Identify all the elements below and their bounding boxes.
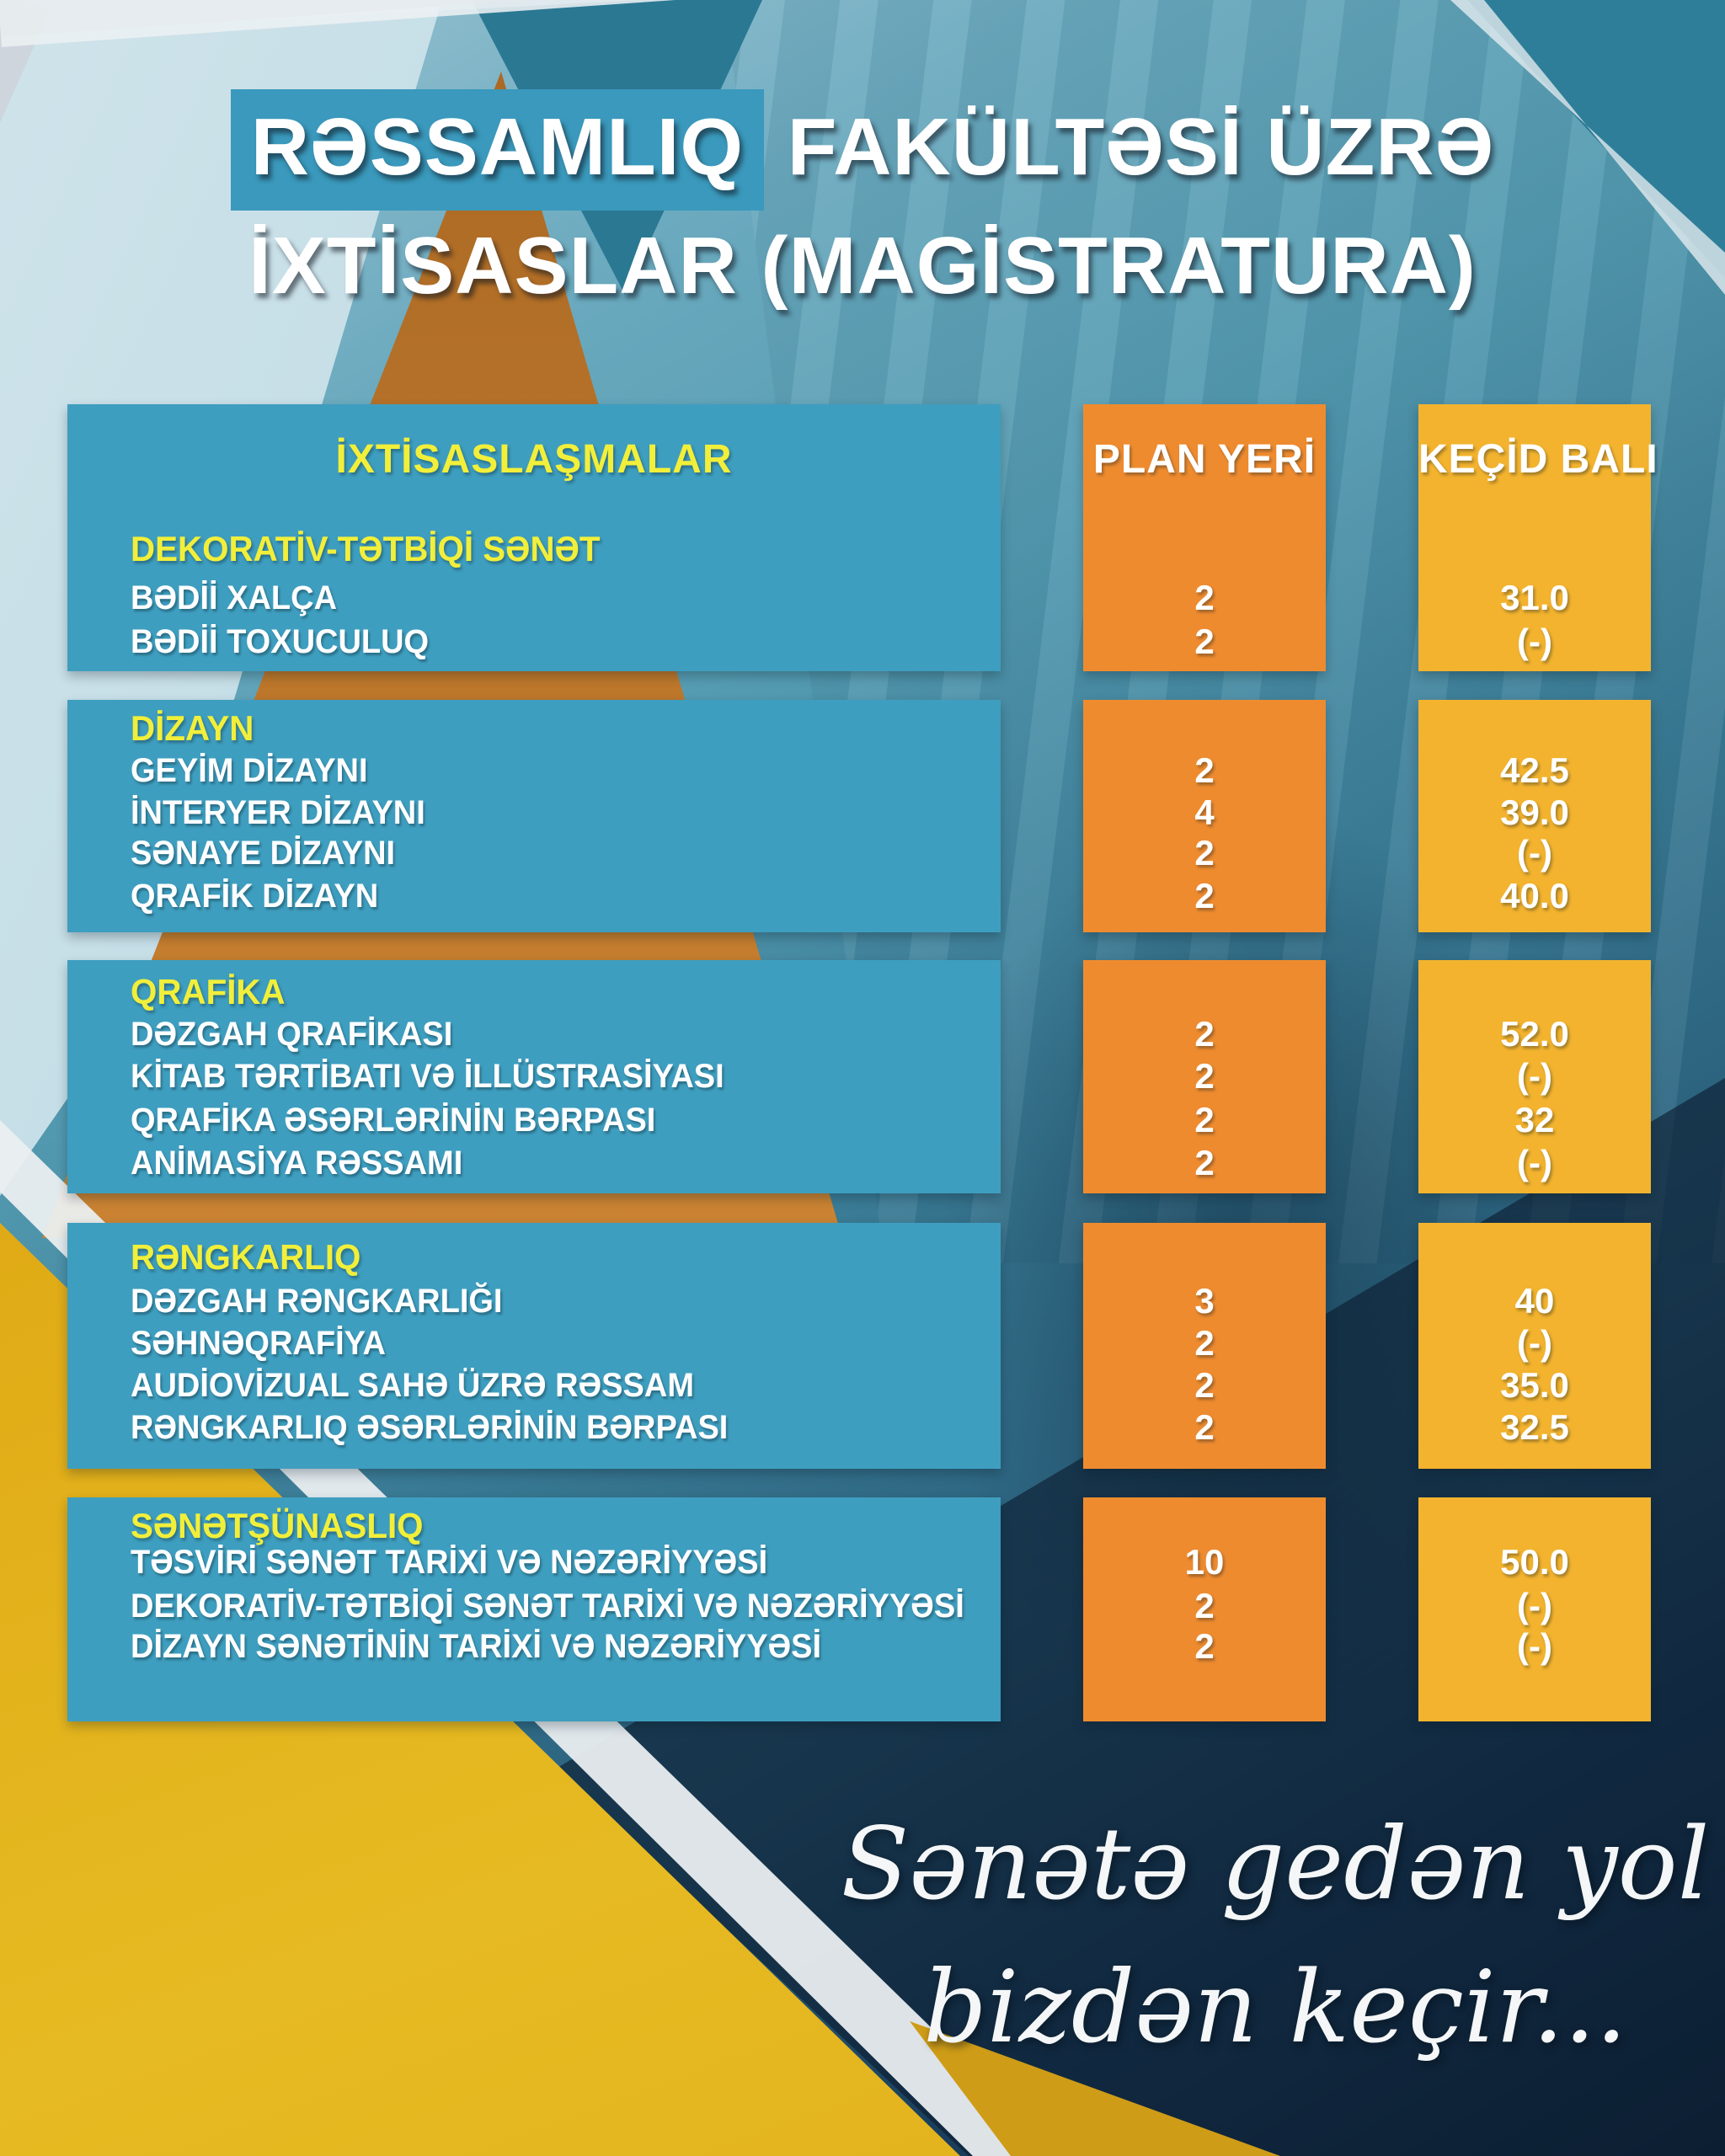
item-score: (-) [1517, 622, 1552, 661]
item-plan: 2 [1194, 876, 1215, 915]
item-score: 32 [1514, 1100, 1555, 1139]
title-highlight-word: RƏSSAMLIQ [230, 89, 765, 211]
item-name: DİZAYN SƏNƏTİNİN TARİXİ VƏ NƏZƏRİYYƏSİ [131, 1628, 822, 1665]
item-plan: 2 [1194, 833, 1215, 873]
item-name: GEYİM DİZAYNI [131, 752, 368, 789]
category-title: RƏNGKARLIQ [131, 1237, 361, 1277]
item-score: (-) [1517, 1143, 1552, 1182]
section-senetsunasliq: SƏNƏTŞÜNASLIQ TƏSVİRİ SƏNƏT TARİXİ VƏ NƏ… [67, 1497, 1664, 1721]
title-line1-rest: FAKÜLTƏSİ ÜZRƏ [787, 102, 1495, 192]
item-plan: 4 [1194, 792, 1215, 832]
column-header-plan: PLAN YERİ [1092, 437, 1316, 482]
item-name: BƏDİİ XALÇA [131, 579, 338, 616]
item-name: TƏSVİRİ SƏNƏT TARİXİ VƏ NƏZƏRİYYƏSİ [131, 1544, 768, 1581]
item-name: DƏZGAH QRAFİKASI [131, 1016, 453, 1053]
item-plan: 2 [1194, 1365, 1215, 1405]
column-header-specializations: İXTİSASLAŞMALAR [335, 437, 733, 482]
specializations-box [67, 1223, 1001, 1469]
score-box [1418, 1223, 1651, 1469]
item-score: (-) [1517, 833, 1552, 873]
item-plan: 2 [1194, 1056, 1215, 1096]
slogan: Sənətə gedən yol bizdən keçir... [825, 1792, 1725, 2079]
item-score: 40 [1514, 1281, 1555, 1321]
section-qrafika: QRAFİKA DƏZGAH QRAFİKASI 2 52.0 KİTAB TƏ… [67, 960, 1664, 1193]
item-score: 52.0 [1500, 1014, 1569, 1054]
item-name: İNTERYER DİZAYNI [131, 794, 425, 831]
item-plan: 2 [1194, 1143, 1215, 1182]
item-score: 31.0 [1500, 578, 1569, 617]
item-name: DƏZGAH RƏNGKARLIĞI [131, 1283, 503, 1320]
item-plan: 2 [1194, 1323, 1215, 1363]
category-title: DİZAYN [131, 708, 254, 748]
section-dekorativ-tetbiqi-senet: İXTİSASLAŞMALAR PLAN YERİ KEÇİD BALI DEK… [67, 404, 1664, 671]
item-name: KİTAB TƏRTİBATI VƏ İLLÜSTRASİYASI [131, 1058, 724, 1095]
item-score: 32.5 [1500, 1407, 1569, 1447]
item-name: RƏNGKARLIQ ƏSƏRLƏRİNİN BƏRPASI [131, 1409, 729, 1446]
item-plan: 10 [1184, 1542, 1225, 1582]
item-score: (-) [1517, 1323, 1552, 1363]
item-plan: 2 [1194, 622, 1215, 661]
title-line1: RƏSSAMLIQ FAKÜLTƏSİ ÜZRƏ [0, 89, 1725, 211]
item-name: QRAFİKA ƏSƏRLƏRİNİN BƏRPASI [131, 1102, 656, 1139]
item-plan: 2 [1194, 1586, 1215, 1625]
category-title: SƏNƏTŞÜNASLIQ [131, 1506, 424, 1545]
poster-title: RƏSSAMLIQ FAKÜLTƏSİ ÜZRƏ İXTİSASLAR (MAG… [0, 89, 1725, 320]
slogan-line2: bizdən keçir... [923, 1949, 1627, 2065]
item-score: 50.0 [1500, 1542, 1569, 1582]
item-name: SƏNAYE DİZAYNI [131, 835, 396, 872]
item-plan: 2 [1194, 578, 1215, 617]
item-score: 40.0 [1500, 876, 1569, 915]
score-box [1418, 960, 1651, 1193]
score-box [1418, 1497, 1651, 1721]
item-plan: 2 [1194, 1407, 1215, 1447]
plan-box [1083, 1497, 1326, 1721]
title-line2: İXTİSASLAR (MAGİSTRATURA) [248, 221, 1477, 311]
category-title: QRAFİKA [131, 972, 286, 1011]
item-plan: 3 [1194, 1281, 1215, 1321]
item-name: ANİMASİYA RƏSSAMI [131, 1145, 463, 1182]
plan-box [1083, 960, 1326, 1193]
item-score: (-) [1517, 1056, 1552, 1096]
section-dizayn: DİZAYN GEYİM DİZAYNI 2 42.5 İNTERYER DİZ… [67, 700, 1664, 932]
specializations-box [67, 404, 1001, 671]
specializations-box [67, 960, 1001, 1193]
score-box [1418, 404, 1651, 671]
item-plan: 2 [1194, 1100, 1215, 1139]
column-header-score: KEÇİD BALI [1418, 437, 1658, 482]
item-name: SƏHNƏQRAFİYA [131, 1325, 386, 1362]
slogan-line1: Sənətə gedən yol [841, 1806, 1710, 1922]
item-score: (-) [1517, 1626, 1552, 1666]
specializations-box [67, 1497, 1001, 1721]
item-plan: 2 [1194, 750, 1215, 790]
category-title: DEKORATİV-TƏTBİQİ SƏNƏT [131, 529, 601, 568]
item-plan: 2 [1194, 1014, 1215, 1054]
item-score: 35.0 [1500, 1365, 1569, 1405]
specializations-box [67, 700, 1001, 932]
score-box [1418, 700, 1651, 932]
item-score: 39.0 [1500, 792, 1569, 832]
section-rengkarliq: RƏNGKARLIQ DƏZGAH RƏNGKARLIĞI 3 40 SƏHNƏ… [67, 1223, 1664, 1469]
item-score: (-) [1517, 1586, 1552, 1625]
plan-box [1083, 1223, 1326, 1469]
item-name: DEKORATİV-TƏTBİQİ SƏNƏT TARİXİ VƏ NƏZƏRİ… [131, 1588, 964, 1625]
item-name: AUDİOVİZUAL SAHƏ ÜZRƏ RƏSSAM [131, 1367, 694, 1404]
plan-box [1083, 700, 1326, 932]
item-plan: 2 [1194, 1626, 1215, 1666]
item-name: BƏDİİ TOXUCULUQ [131, 623, 430, 660]
plan-box [1083, 404, 1326, 671]
item-score: 42.5 [1500, 750, 1569, 790]
item-name: QRAFİK DİZAYN [131, 878, 379, 915]
